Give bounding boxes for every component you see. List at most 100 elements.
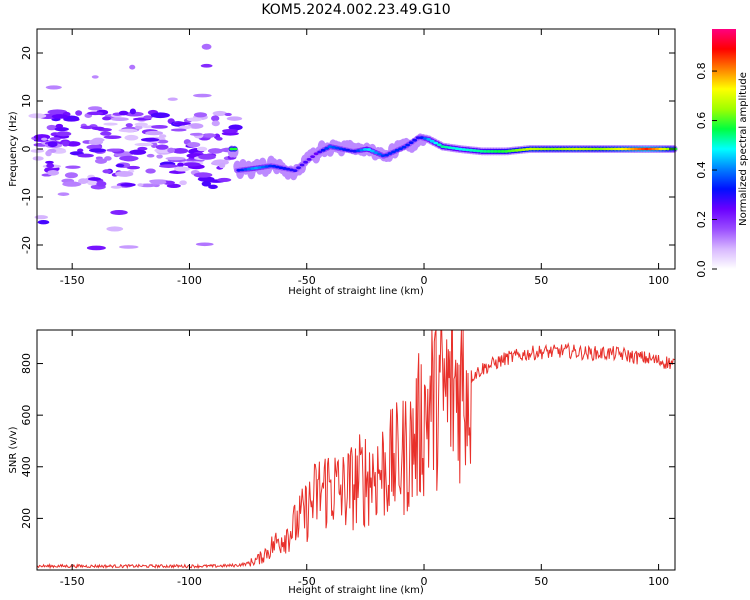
x-tick-label: -100: [177, 274, 202, 287]
spectrogram-blob: [58, 192, 70, 196]
spectrogram-blob: [46, 163, 54, 168]
y-tick-label: 600: [20, 405, 33, 426]
spectrogram-blob: [126, 123, 133, 127]
spectrogram-blob: [201, 64, 213, 68]
spectrogram-blob: [198, 154, 216, 160]
spectrogram-blob: [159, 164, 178, 168]
spectrogram-blob: [87, 180, 97, 185]
spectrogram-blob: [115, 171, 133, 177]
spectrogram-blob: [124, 135, 138, 141]
spectrogram-blob: [119, 245, 139, 249]
spectrogram-blob: [88, 106, 102, 110]
spectrogram-blob: [208, 148, 223, 154]
spectrogram-blob: [167, 148, 175, 154]
spectrogram-blob: [129, 150, 146, 155]
colorbar-tick-label: 0.4: [695, 161, 708, 179]
spectrogram-blob: [62, 141, 69, 147]
spectrogram-blob: [119, 129, 138, 132]
spectrogram-blob: [135, 123, 148, 127]
spectrogram-blob: [111, 117, 129, 121]
spectrogram-blob: [56, 131, 71, 136]
spectrogram-blob: [227, 116, 242, 120]
spectrogram-blob: [96, 181, 106, 187]
spectrogram-core: [303, 161, 308, 164]
spectrogram-blob: [151, 125, 168, 129]
spectrogram-blob: [110, 210, 127, 215]
y-tick-label: 200: [20, 508, 33, 529]
spectrogram-core: [293, 169, 298, 172]
spectrogram-blob: [52, 114, 68, 119]
spectrogram-blob: [75, 110, 82, 115]
spectrogram-blob: [38, 220, 50, 224]
spectrogram-blob: [187, 142, 200, 147]
spectrogram-blob: [65, 172, 78, 178]
spectrogram-blob: [103, 123, 117, 126]
spectrogram-blob: [137, 183, 143, 186]
spectrogram-blob: [159, 134, 166, 138]
spectrogram-blob: [116, 164, 125, 167]
spectrogram-blob: [106, 148, 121, 151]
spectrogram-blob: [171, 128, 187, 131]
spectrogram-blob: [156, 154, 163, 158]
spectrogram-blob: [183, 162, 201, 166]
spectrogram-blob: [145, 169, 155, 174]
x-tick-label: -100: [177, 575, 202, 588]
chart-title: KOM5.2024.002.23.49.G10: [261, 2, 450, 18]
spectrogram-blob: [174, 167, 190, 172]
spectrogram-blob: [197, 147, 207, 151]
spectrogram-core: [402, 146, 407, 149]
spectrogram-blob: [217, 178, 231, 182]
spectrogram-blob: [165, 157, 185, 161]
spectrogram-blob: [54, 127, 69, 131]
spectrogram-blob: [87, 112, 103, 116]
y-tick-label: 20: [20, 46, 33, 60]
y-tick-label: -10: [20, 188, 33, 206]
spectrogram-blob: [65, 166, 81, 169]
spectrogram-blob: [102, 117, 111, 121]
colorbar-gradient: [712, 29, 736, 269]
spectrogram-blob: [174, 122, 191, 125]
spectrogram-blob: [225, 113, 232, 116]
spectrogram-blob: [89, 148, 106, 152]
spectrogram-blob: [130, 109, 136, 115]
colorbar-tick-label: 0.6: [695, 112, 708, 129]
spectrogram-blob: [77, 154, 94, 158]
spectrogram-blob: [187, 117, 202, 121]
spectrogram-blob: [145, 131, 163, 135]
spectrogram-blob: [33, 156, 44, 160]
spectrogram-core: [409, 141, 414, 144]
spectrogram-blob: [219, 163, 226, 168]
spectrogram-blob: [194, 112, 207, 117]
spectrogram-panel: -150 -100 -50 0 50 100-20-1001020 Height of s…: [8, 29, 678, 297]
spectrogram-blob: [204, 133, 216, 137]
x-tick-label: 50: [534, 575, 548, 588]
spectrogram-core: [310, 155, 315, 158]
spectrogram-blob: [213, 111, 227, 116]
spectrogram-blob: [102, 169, 111, 173]
spectrogram-blob: [87, 246, 106, 251]
spectrogram-core: [233, 148, 238, 151]
spectrogram-blob: [92, 127, 105, 131]
y-tick-label: 400: [20, 456, 33, 477]
spectrogram-core: [307, 158, 312, 161]
spectrogram-blob: [119, 156, 139, 161]
spectrogram-core: [405, 144, 410, 147]
y-tick-label: 800: [20, 353, 33, 374]
spectrogram-blob: [92, 138, 104, 142]
snr-ylabel: SNR (v/v): [8, 426, 19, 473]
spectrogram-blob: [212, 120, 220, 126]
spectrogram-blob: [48, 141, 58, 147]
spectrogram-core: [300, 164, 305, 167]
spectrogram-blob: [88, 177, 101, 181]
colorbar-tick-label: 0.8: [695, 62, 708, 80]
snr-panel: -150 -100 -50 0 50 100200400600800 Height of …: [8, 330, 675, 596]
spectrogram-blob: [106, 226, 123, 231]
y-tick-label: 0: [20, 146, 33, 153]
x-tick-label: 100: [648, 274, 669, 287]
spectrogram-blob: [46, 85, 62, 89]
spectrogram-xlabel: Height of straight line (km): [288, 286, 424, 297]
spectrogram-core: [296, 166, 301, 169]
figure: KOM5.2024.002.23.49.G10 -150 -100 -50 0 50 10…: [0, 0, 750, 600]
colorbar-tick-label: 0.0: [695, 260, 708, 278]
x-tick-label: 100: [648, 575, 669, 588]
